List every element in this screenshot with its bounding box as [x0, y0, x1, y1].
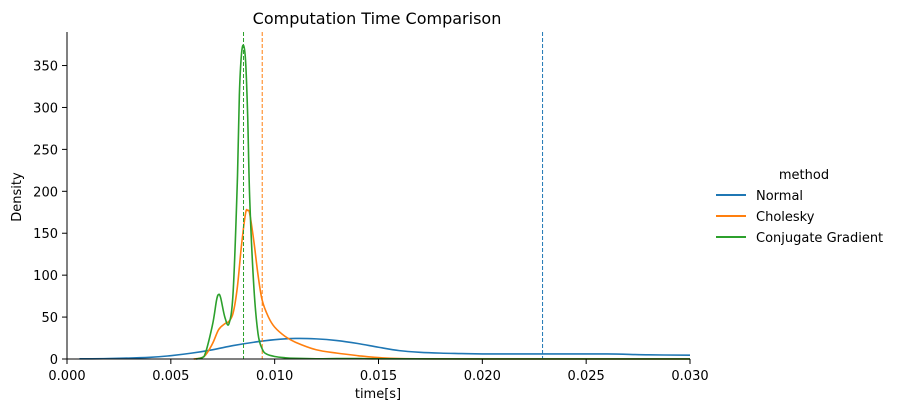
- series-line-cholesky: [193, 208, 691, 360]
- legend-label-normal: Normal: [756, 189, 803, 204]
- x-tick-label: 0.030: [671, 369, 708, 384]
- y-tick-label: 50: [41, 311, 58, 326]
- legend: method Normal Cholesky Conjugate Gradient: [716, 168, 883, 246]
- y-tick-label: 350: [33, 60, 58, 75]
- y-tick-label: 250: [33, 143, 58, 158]
- series-line-conjugate-gradient: [195, 44, 691, 360]
- x-tick-label: 0.015: [360, 369, 397, 384]
- y-tick-label: 300: [33, 101, 58, 116]
- y-tick-label: 150: [33, 227, 58, 242]
- x-tick-label: 0.025: [568, 369, 605, 384]
- chart-title: Computation Time Comparison: [253, 9, 502, 28]
- y-tick-label: 200: [33, 185, 58, 200]
- x-axis-ticks: 0.000 0.005 0.010 0.015 0.020 0.025 0.030: [48, 359, 709, 384]
- series-line-normal: [79, 337, 691, 360]
- x-tick-label: 0.010: [256, 369, 293, 384]
- x-tick-label: 0.020: [464, 369, 501, 384]
- y-axis-title: Density: [10, 172, 25, 222]
- legend-title: method: [779, 168, 829, 183]
- x-axis-title: time[s]: [355, 387, 401, 402]
- x-tick-label: 0.005: [152, 369, 189, 384]
- y-axis-ticks: 0 50 100 150 200 250 300 350: [33, 60, 67, 368]
- legend-label-cholesky: Cholesky: [756, 210, 815, 225]
- legend-label-conjugate-gradient: Conjugate Gradient: [756, 231, 883, 246]
- y-tick-label: 0: [50, 353, 58, 368]
- plot-area: [79, 32, 691, 360]
- y-tick-label: 100: [33, 269, 58, 284]
- x-tick-label: 0.000: [48, 369, 85, 384]
